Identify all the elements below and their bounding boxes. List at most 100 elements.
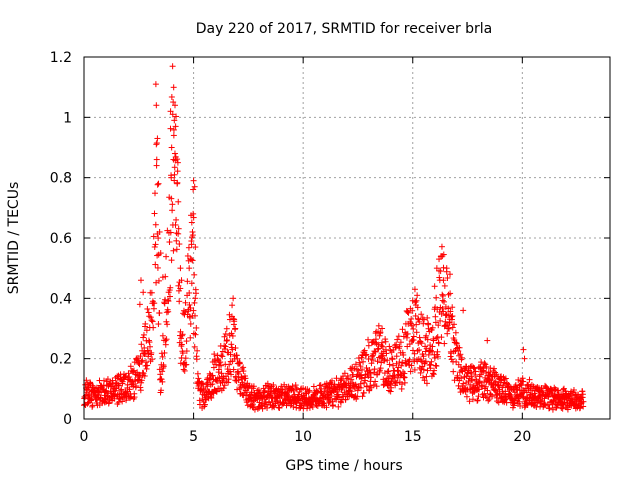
data-point xyxy=(165,308,172,315)
data-point xyxy=(305,389,312,396)
data-point xyxy=(404,330,411,337)
data-point xyxy=(158,376,165,383)
data-point xyxy=(386,361,393,368)
data-point xyxy=(235,370,242,377)
data-point xyxy=(466,398,473,405)
data-point xyxy=(105,399,112,406)
data-point xyxy=(144,362,151,369)
data-point xyxy=(351,365,358,372)
data-point xyxy=(437,268,444,275)
data-point xyxy=(444,330,451,337)
data-point xyxy=(394,367,401,374)
data-point xyxy=(486,396,493,403)
data-point xyxy=(403,334,410,341)
data-point xyxy=(159,368,166,375)
data-point xyxy=(413,329,420,336)
data-point xyxy=(156,310,163,317)
data-point xyxy=(150,305,157,312)
data-point xyxy=(416,334,423,341)
data-point xyxy=(193,356,200,363)
data-point xyxy=(371,348,378,355)
data-point xyxy=(472,371,479,378)
data-point xyxy=(195,375,202,382)
data-point xyxy=(255,386,262,393)
data-point xyxy=(478,359,485,366)
data-point xyxy=(358,375,365,382)
data-point xyxy=(289,383,296,390)
data-point xyxy=(171,177,178,184)
data-point xyxy=(387,381,394,388)
data-point xyxy=(201,401,208,408)
data-point xyxy=(420,366,427,373)
data-point xyxy=(141,372,148,379)
data-point xyxy=(135,360,142,367)
data-point xyxy=(495,399,502,406)
data-point xyxy=(384,357,391,364)
data-point xyxy=(187,320,194,327)
data-point xyxy=(145,337,152,344)
data-points xyxy=(81,63,587,413)
data-point xyxy=(455,347,462,354)
data-point xyxy=(218,362,225,369)
data-point xyxy=(389,356,396,363)
data-point xyxy=(428,358,435,365)
data-point xyxy=(378,339,385,346)
data-point xyxy=(345,375,352,382)
data-point xyxy=(169,201,176,208)
data-point xyxy=(360,389,367,396)
data-point xyxy=(153,141,160,148)
data-point xyxy=(84,400,91,407)
data-point xyxy=(168,93,175,100)
data-point xyxy=(177,285,184,292)
data-point xyxy=(456,344,463,351)
data-point xyxy=(363,351,370,358)
data-point xyxy=(115,399,122,406)
data-point xyxy=(483,363,490,370)
data-point xyxy=(275,404,282,411)
data-point xyxy=(484,387,491,394)
data-point xyxy=(248,389,255,396)
data-point xyxy=(174,159,181,166)
data-point xyxy=(406,341,413,348)
data-point xyxy=(408,362,415,369)
data-point xyxy=(187,304,194,311)
data-point xyxy=(163,309,170,316)
data-point xyxy=(425,325,432,332)
data-point xyxy=(394,336,401,343)
data-point xyxy=(464,370,471,377)
data-point xyxy=(431,354,438,361)
data-point xyxy=(414,347,421,354)
data-point xyxy=(374,358,381,365)
data-point xyxy=(180,366,187,373)
data-point xyxy=(168,257,175,264)
data-point xyxy=(393,341,400,348)
data-point xyxy=(430,370,437,377)
data-point xyxy=(184,252,191,259)
data-point xyxy=(222,330,229,337)
data-point xyxy=(222,343,229,350)
data-point xyxy=(363,383,370,390)
data-point xyxy=(435,340,442,347)
data-point xyxy=(148,317,155,324)
data-point xyxy=(122,372,129,379)
data-point xyxy=(152,221,159,228)
data-point xyxy=(163,318,170,325)
data-point xyxy=(147,343,154,350)
data-point xyxy=(435,322,442,329)
data-point xyxy=(227,351,234,358)
data-point xyxy=(517,402,524,409)
data-point xyxy=(511,402,518,409)
data-point xyxy=(170,247,177,254)
data-point xyxy=(393,379,400,386)
data-point xyxy=(449,324,456,331)
data-point xyxy=(374,346,381,353)
data-point xyxy=(240,368,247,375)
data-point xyxy=(450,368,457,375)
data-point xyxy=(221,333,228,340)
data-point xyxy=(438,334,445,341)
data-point xyxy=(147,314,154,321)
data-point xyxy=(183,348,190,355)
data-point xyxy=(217,359,224,366)
data-point xyxy=(396,343,403,350)
data-point xyxy=(229,332,236,339)
